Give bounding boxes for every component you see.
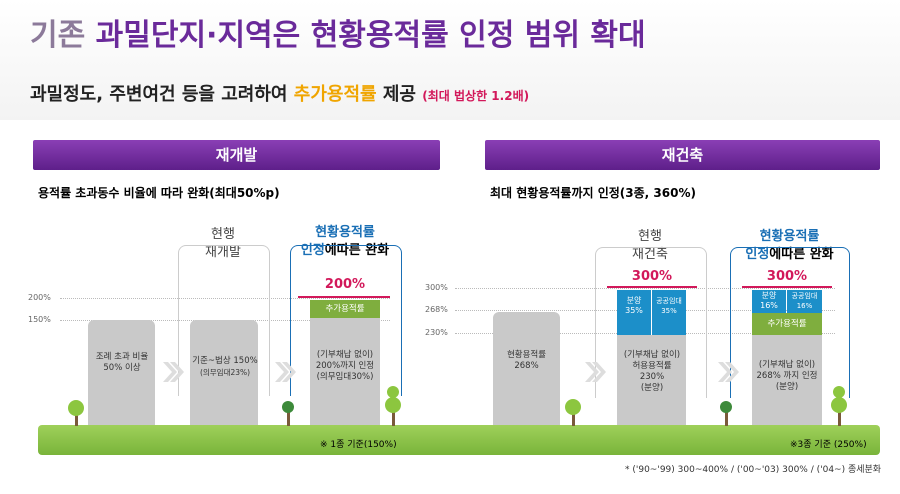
col-relief-rest: 에따른 완화 — [324, 243, 390, 258]
left-footer: ※ 1종 기준(150%) — [320, 440, 397, 450]
col-relief-rest: 에따른 완화 — [769, 247, 834, 262]
level-label: 230% — [425, 328, 448, 337]
extra-floor: 추가용적률 — [310, 300, 380, 318]
title: 기존 과밀단지·지역은 현황용적률 인정 범위 확대 — [30, 10, 646, 54]
bracket — [290, 245, 402, 396]
footnote: * ('90~'99) 300~400% / ('00~'03) 300% / … — [625, 465, 882, 475]
building-text: (기부채납 없이) 허용용적률 230% (분양) — [623, 350, 681, 393]
col-relief-highlight: 현황용적률 인정 — [300, 225, 375, 258]
sale-block: 분양 35% — [617, 290, 651, 335]
sale-block: 분양 16% — [752, 290, 786, 313]
building-text: (기부채납 없이) 268% 까지 인정 (분양) — [756, 360, 818, 392]
col-current: 현행 재개발 — [205, 227, 241, 260]
building-text: (기부채납 없이) 200%까지 인정 (의무임대30%) — [315, 350, 375, 382]
bracket — [730, 247, 850, 398]
building — [190, 320, 258, 425]
red-line — [607, 286, 697, 288]
extra-floor: 추가용적률 — [752, 313, 822, 335]
rental-block: 공공임대 35% — [652, 290, 686, 335]
col-current: 현행 재건축 — [632, 229, 668, 262]
level-label: 268% — [425, 305, 448, 314]
top-label: 200% — [324, 277, 366, 292]
bracket — [595, 247, 707, 398]
level-label: 300% — [425, 283, 448, 292]
col-relief: 현황용적률 인정에따른 완화 — [727, 228, 852, 264]
building — [617, 335, 686, 425]
top-label: 300% — [766, 269, 808, 284]
building-text: 현황용적률 268% — [506, 350, 547, 371]
top-label: 300% — [631, 269, 673, 284]
header-bg — [0, 0, 900, 120]
left-header: 재개발 — [33, 140, 440, 170]
building — [310, 318, 380, 425]
red-line — [298, 296, 390, 298]
subtitle-note: (최대 법상한 1.2배) — [422, 89, 530, 103]
title-main: 과밀단지·지역은 현황용적률 인정 범위 확대 — [95, 18, 646, 53]
arrows — [163, 362, 739, 382]
subtitle-lead: 과밀정도, 주변여건 등을 고려하여 — [30, 84, 288, 105]
level-line — [60, 298, 390, 299]
right-description: 최대 현황용적률까지 인정(3종, 360%) — [490, 186, 696, 200]
title-prefix: 기존 — [30, 18, 86, 53]
col-relief: 현황용적률 인정에따른 완화 — [285, 224, 405, 260]
trees — [68, 386, 847, 426]
level-line — [455, 288, 835, 289]
building-sub: (의무임대23%) — [199, 368, 251, 377]
subtitle-tail: 제공 — [382, 84, 416, 105]
subtitle-highlight: 추가용적률 — [293, 84, 377, 105]
bracket — [178, 245, 270, 396]
red-line — [742, 286, 832, 288]
ground — [38, 425, 880, 455]
level-label: 150% — [28, 315, 51, 324]
building — [752, 335, 822, 425]
subtitle: 과밀정도, 주변여건 등을 고려하여 추가용적률 제공 (최대 법상한 1.2배… — [30, 80, 529, 106]
level-label: 200% — [28, 293, 51, 302]
building — [88, 320, 155, 425]
building-main: 기준~법상 150% — [192, 356, 258, 366]
right-header: 재건축 — [485, 140, 880, 170]
building-text: 조례 초과 비율 50% 이상 — [95, 352, 149, 373]
building — [493, 312, 560, 425]
left-description: 용적률 초과동수 비율에 따라 완화(최대50%p) — [38, 186, 280, 200]
right-footer: ※3종 기준 (250%) — [790, 440, 867, 450]
rental-block: 공공임대 16% — [787, 290, 822, 313]
building-text: 기준~법상 150% (의무임대23%) — [180, 356, 270, 379]
col-relief-highlight: 현황용적률 인정 — [745, 229, 820, 262]
